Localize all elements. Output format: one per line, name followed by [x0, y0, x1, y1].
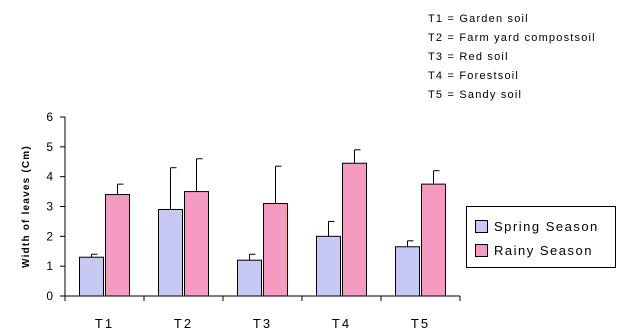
bar — [395, 246, 420, 297]
chart-legend: Spring Season Rainy Season — [466, 206, 616, 268]
legend-swatch-rainy — [475, 243, 488, 257]
legend-swatch-spring — [475, 219, 488, 233]
bar — [79, 256, 104, 297]
bar — [105, 194, 130, 297]
x-tick-label: T1 — [95, 316, 114, 331]
treatment-key-t4: T4 = Forestsoil — [428, 70, 520, 82]
treatment-key-t2: T2 = Farm yard compostsoil — [428, 32, 596, 44]
y-tick-label: 4 — [46, 170, 53, 184]
y-tick-label: 2 — [46, 229, 53, 243]
bar — [421, 183, 446, 297]
legend-item-spring: Spring Season — [475, 217, 599, 235]
x-tick-label: T2 — [174, 316, 193, 331]
y-tick-label: 3 — [46, 200, 53, 214]
treatment-key: T1 = Garden soil T2 = Farm yard composts… — [428, 10, 596, 105]
x-tick-label: T3 — [253, 316, 272, 331]
bar — [263, 203, 288, 297]
legend-label-spring: Spring Season — [494, 218, 599, 234]
y-tick-label: 0 — [46, 289, 53, 303]
y-axis-label: Width of leaves (Cm) — [21, 145, 32, 268]
legend-item-rainy: Rainy Season — [475, 241, 593, 259]
bar — [237, 259, 262, 297]
x-tick-label: T4 — [332, 316, 351, 331]
x-tick-label: T5 — [411, 316, 430, 331]
treatment-key-t3: T3 = Red soil — [428, 51, 509, 63]
bar — [158, 208, 183, 297]
treatment-key-t5: T5 = Sandy soil — [428, 89, 523, 101]
treatment-key-t1: T1 = Garden soil — [428, 13, 529, 25]
bar — [316, 235, 341, 297]
bar — [342, 162, 367, 297]
y-tick-label: 6 — [46, 110, 53, 124]
legend-label-rainy: Rainy Season — [494, 242, 593, 258]
y-tick-label: 1 — [46, 259, 53, 273]
y-tick-label: 5 — [46, 140, 53, 154]
bar — [184, 191, 209, 297]
